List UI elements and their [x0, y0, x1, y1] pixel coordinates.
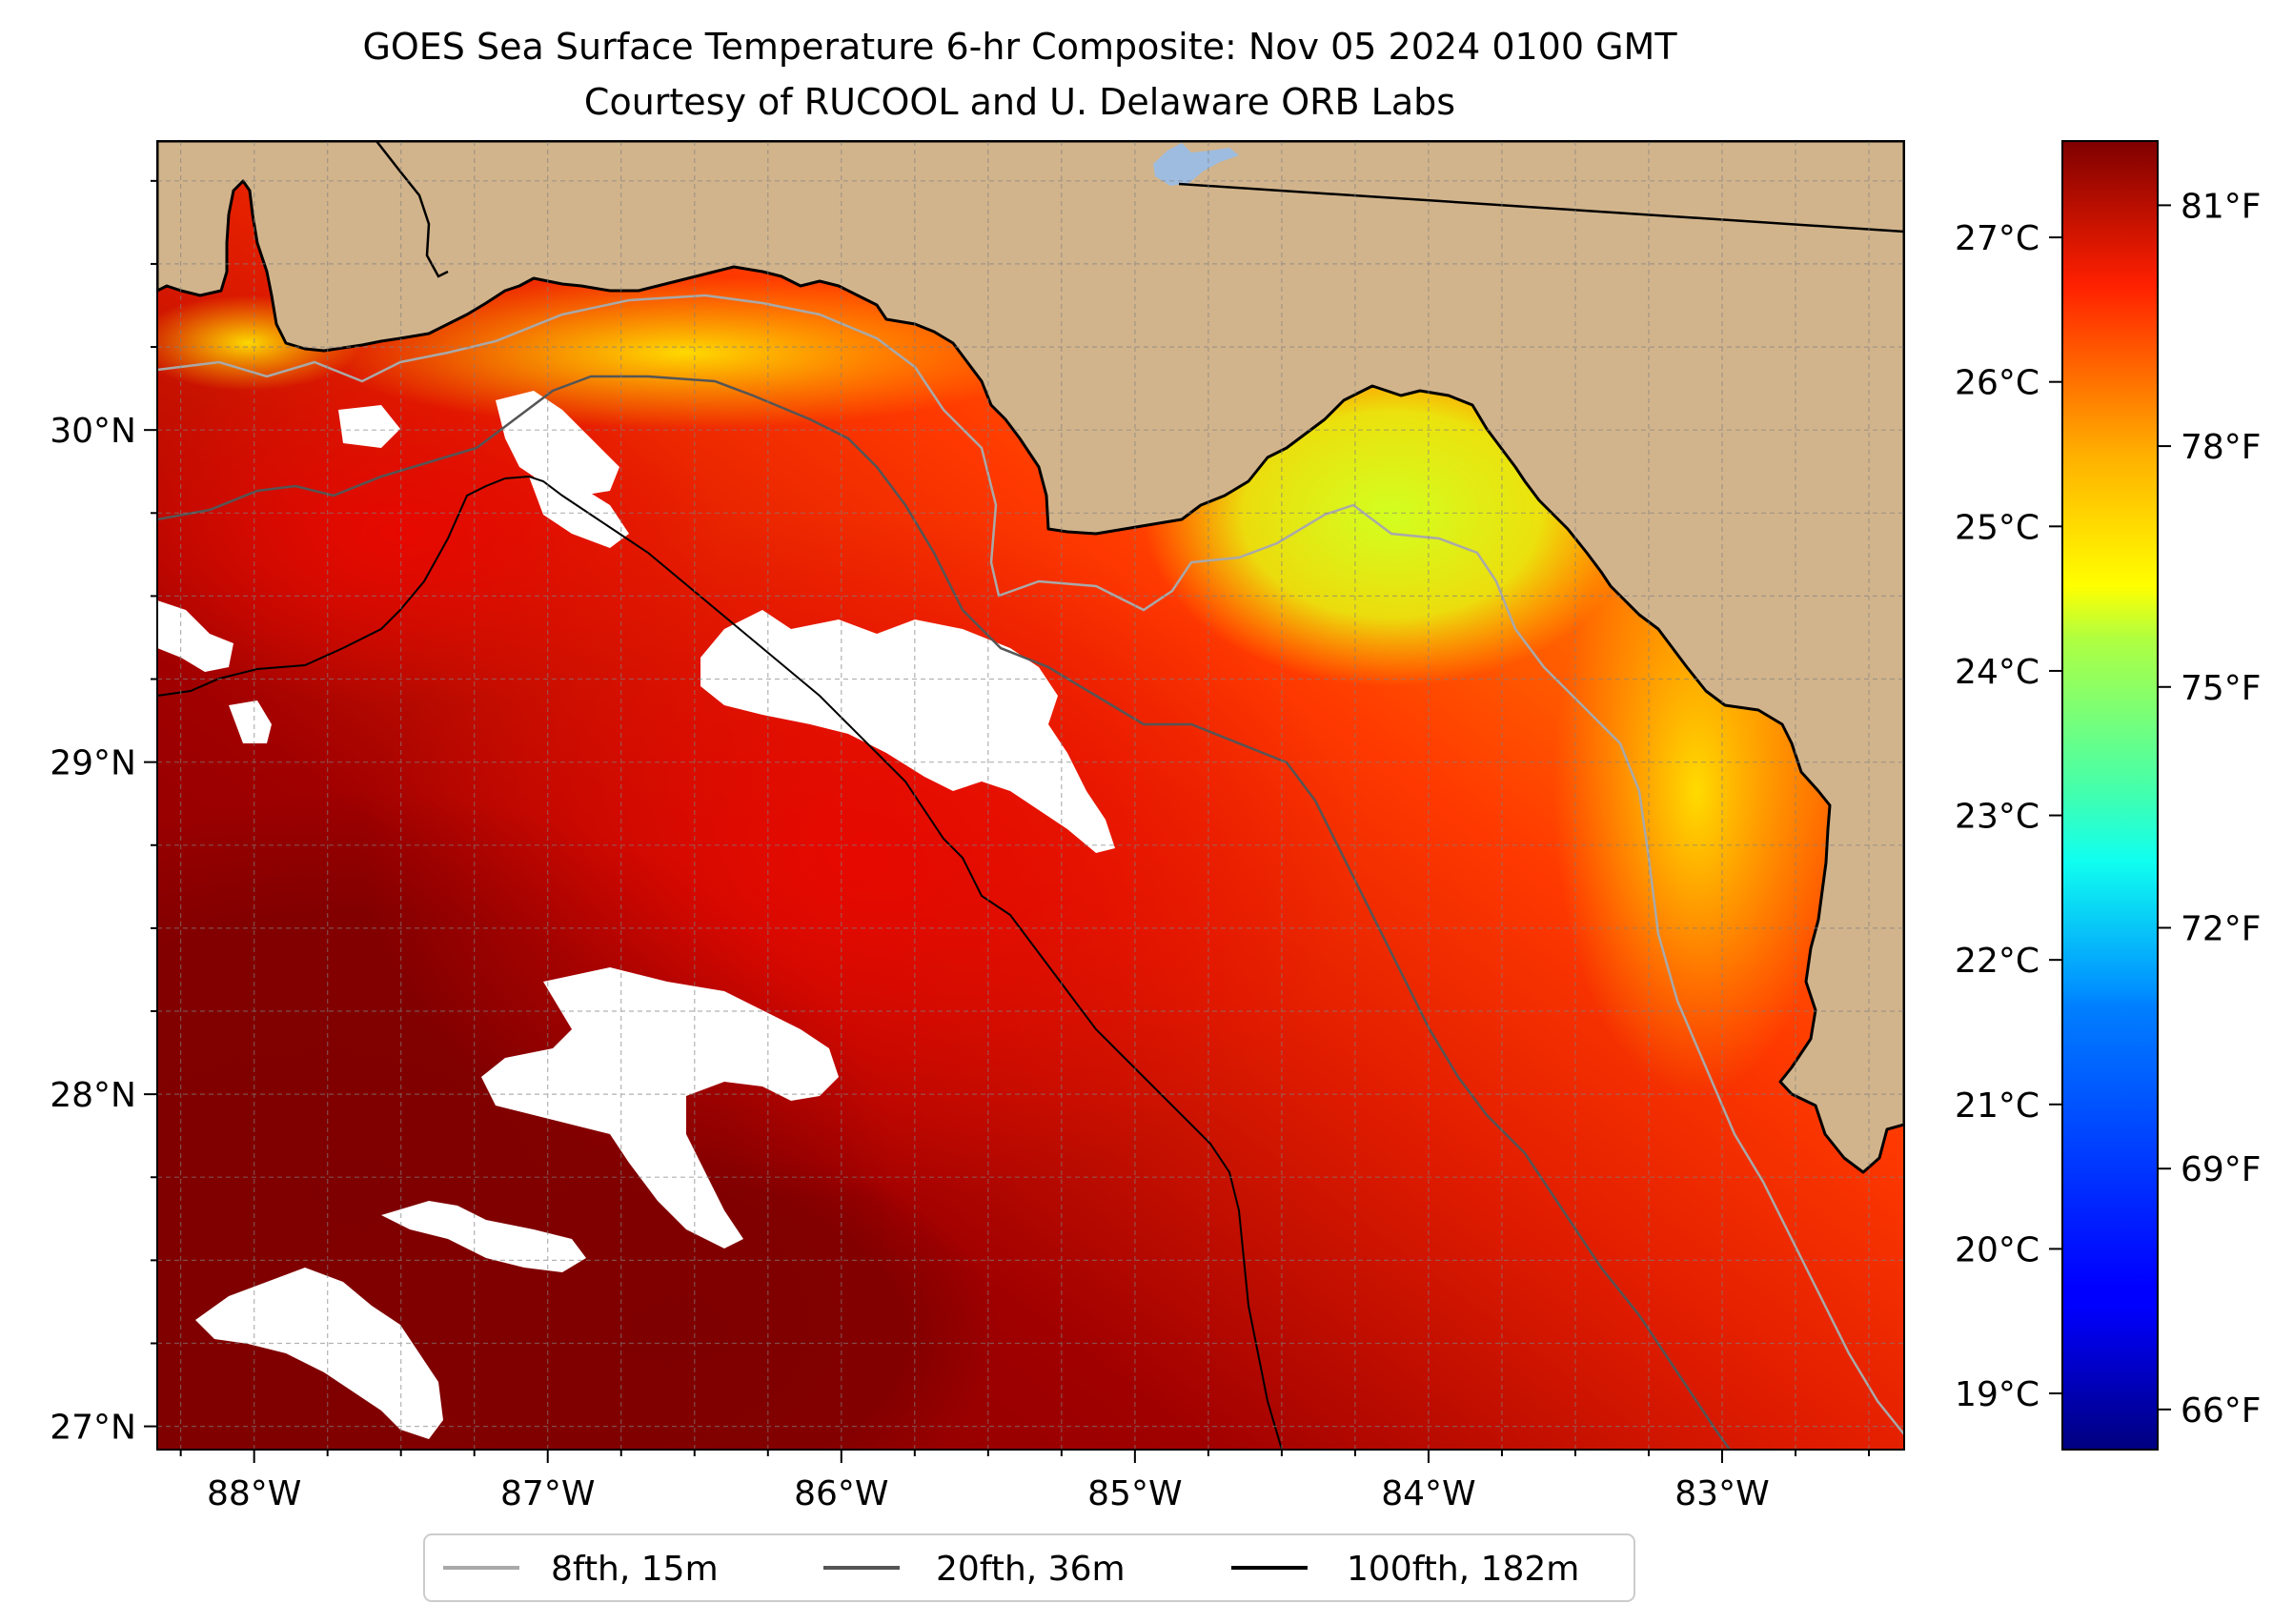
celsius-tick-label: 23°C [1955, 798, 2039, 837]
y-tick-label: 29°N [50, 744, 136, 783]
chart-subtitle: Courtesy of RUCOOL and U. Delaware ORB L… [584, 81, 1455, 123]
x-tick-label: 87°W [500, 1474, 595, 1513]
fahrenheit-tick-label: 72°F [2181, 909, 2262, 948]
state-boundary-line [1178, 182, 1904, 233]
cloud-patch [381, 1201, 586, 1272]
fahrenheit-tick-label: 81°F [2181, 187, 2262, 226]
cloud-patch [157, 600, 233, 672]
graticule [157, 141, 1904, 1450]
isobaths [157, 294, 1904, 1450]
isobath-20fth-line [157, 375, 1732, 1450]
chart-title: GOES Sea Surface Temperature 6-hr Compos… [362, 26, 1677, 68]
map-panel [157, 141, 1904, 1450]
x-tick-label: 85°W [1087, 1474, 1182, 1513]
land-mass [157, 141, 1904, 1174]
colorbar: 27°C 26°C 25°C 24°C 23°C 22°C 21°C 20°C 19°C 81°… [1955, 140, 2262, 1451]
cloud-patch [229, 700, 272, 743]
legend-label-8fth: 8fth, 15m [551, 1550, 719, 1589]
cool-shelf-panhandle [324, 276, 1048, 429]
inland-lake [1153, 143, 1239, 186]
legend-label-100fth: 100fth, 182m [1347, 1550, 1579, 1589]
celsius-tick-label: 19°C [1955, 1375, 2039, 1414]
legend-label-20fth: 20fth, 36m [936, 1550, 1126, 1589]
celsius-tick-label: 26°C [1955, 364, 2039, 403]
celsius-tick-label: 20°C [1955, 1230, 2039, 1269]
x-tick-label: 86°W [794, 1474, 888, 1513]
fahrenheit-tick-label: 78°F [2181, 428, 2262, 467]
cloud-patch [496, 391, 619, 496]
y-tick-label: 30°N [50, 412, 136, 451]
fahrenheit-tick-label: 66°F [2181, 1391, 2262, 1431]
x-tick-label: 84°W [1381, 1474, 1475, 1513]
colorbar-celsius-axis: 27°C 26°C 25°C 24°C 23°C 22°C 21°C 20°C 19°C [1955, 219, 2062, 1414]
y-tick-label: 28°N [50, 1076, 136, 1115]
y-axis: 30°N 29°N 28°N 27°N [50, 179, 157, 1448]
y-tick-label: 27°N [50, 1409, 136, 1448]
celsius-tick-label: 24°C [1955, 653, 2039, 692]
warm-pool-south [372, 1144, 1001, 1450]
fahrenheit-tick-label: 69°F [2181, 1150, 2262, 1189]
map-frame [156, 140, 1905, 1451]
legend: 8fth, 15m 20fth, 36m 100fth, 182m [423, 1533, 1635, 1602]
celsius-tick-label: 22°C [1955, 942, 2039, 981]
colorbar-fahrenheit-axis: 81°F 78°F 75°F 72°F 69°F 66°F [2158, 187, 2262, 1431]
isobath-100fth-line [157, 475, 1283, 1450]
x-axis: 88°W 87°W 86°W 85°W 84°W 83°W [179, 1450, 1871, 1513]
cloud-patch [338, 405, 400, 448]
x-tick-label: 88°W [207, 1474, 301, 1513]
celsius-tick-label: 27°C [1955, 219, 2039, 258]
cloud-patch [529, 477, 629, 548]
cloud-masks [157, 391, 1115, 1439]
celsius-tick-label: 25°C [1955, 508, 2039, 547]
celsius-tick-label: 21°C [1955, 1086, 2039, 1126]
isobath-8fth-line [157, 294, 1904, 1435]
fahrenheit-tick-label: 75°F [2181, 669, 2262, 708]
cloud-patch [700, 610, 1115, 853]
x-tick-label: 83°W [1674, 1474, 1769, 1513]
coast-inlet-line [375, 141, 449, 278]
legend-box [423, 1533, 1635, 1602]
colorbar-gradient [2061, 140, 2159, 1451]
cloud-patch [195, 1268, 443, 1439]
cloud-patch [481, 967, 839, 1248]
